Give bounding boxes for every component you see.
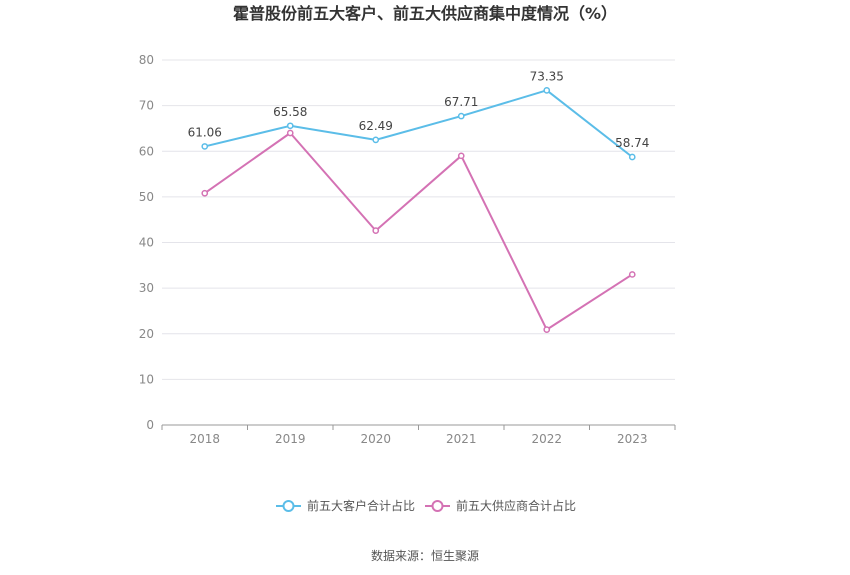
data-point[interactable] [457, 152, 465, 160]
data-point[interactable] [286, 122, 294, 130]
series-line-1 [204, 132, 633, 331]
grid-lines [162, 59, 675, 380]
y-tick-label: 10 [139, 372, 154, 386]
y-tick-label: 50 [139, 190, 154, 204]
x-tick-label: 2019 [275, 432, 306, 446]
data-point[interactable] [457, 112, 465, 120]
data-label: 73.35 [530, 69, 564, 83]
y-tick-label: 60 [139, 144, 154, 158]
source-note: 数据来源：恒生聚源 [371, 548, 479, 563]
data-point[interactable] [543, 86, 551, 94]
legend-marker[interactable] [431, 500, 444, 512]
x-axis: 2018 2019 2020 2021 2022 2023 [161, 424, 676, 446]
chart-title: 霍普股份前五大客户、前五大供应商集中度情况（%） [233, 4, 617, 23]
data-point[interactable] [201, 189, 209, 197]
x-tick-label: 2018 [189, 432, 220, 446]
x-tick-label: 2021 [446, 432, 477, 446]
x-tick-label: 2020 [360, 432, 391, 446]
data-point[interactable] [372, 227, 380, 234]
data-label: 58.74 [615, 136, 649, 150]
data-point[interactable] [286, 129, 294, 137]
data-label: 62.49 [359, 119, 393, 133]
y-axis: 0 10 20 30 40 50 60 70 80 [139, 53, 154, 432]
data-point[interactable] [628, 271, 636, 278]
data-label: 67.71 [444, 95, 478, 109]
x-tick-label: 2022 [531, 432, 562, 446]
series-line-0 [204, 89, 633, 158]
x-tick-label: 2023 [617, 432, 648, 446]
data-label: 61.06 [188, 125, 222, 139]
data-point[interactable] [201, 143, 209, 150]
y-tick-label: 70 [139, 99, 154, 113]
legend-marker[interactable] [282, 500, 295, 512]
data-point[interactable] [543, 326, 551, 333]
y-tick-label: 30 [139, 281, 154, 295]
y-tick-label: 80 [139, 53, 154, 67]
legend: 前五大客户合计占比 前五大供应商合计占比 [276, 498, 576, 513]
legend-label[interactable]: 前五大客户合计占比 [307, 498, 415, 513]
y-tick-label: 40 [139, 236, 154, 250]
data-label: 65.58 [273, 105, 307, 119]
data-point[interactable] [372, 136, 380, 144]
legend-label[interactable]: 前五大供应商合计占比 [456, 498, 576, 513]
y-tick-label: 0 [146, 418, 154, 432]
data-point[interactable] [628, 153, 636, 161]
y-tick-label: 20 [139, 327, 154, 341]
series-group: 61.06 65.58 62.49 67.71 73.35 58.74 [188, 69, 649, 333]
